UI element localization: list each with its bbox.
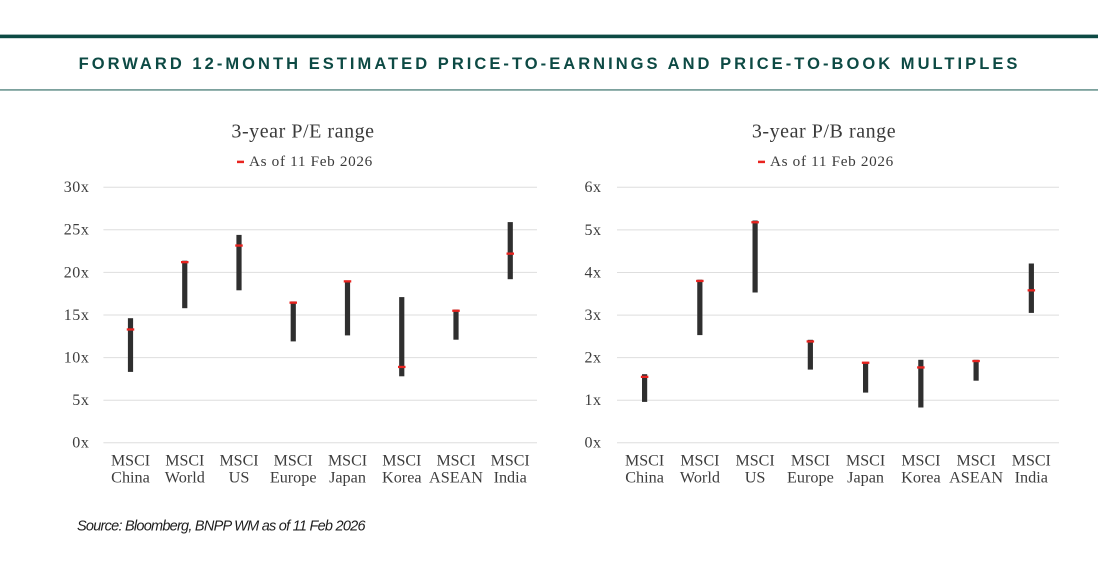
svg-text:Japan: Japan bbox=[847, 468, 884, 486]
svg-text:3-year P/E range: 3-year P/E range bbox=[231, 121, 374, 143]
svg-text:0x: 0x bbox=[72, 435, 89, 452]
svg-text:3-year P/B range: 3-year P/B range bbox=[752, 121, 896, 143]
svg-text:MSCI: MSCI bbox=[846, 452, 885, 469]
svg-text:MSCI: MSCI bbox=[680, 452, 719, 469]
svg-text:MSCI: MSCI bbox=[1012, 452, 1051, 469]
svg-text:Korea: Korea bbox=[901, 468, 941, 486]
svg-text:Source: Bloomberg, BNPP WM as: Source: Bloomberg, BNPP WM as of 11 Feb … bbox=[77, 519, 366, 535]
svg-text:MSCI: MSCI bbox=[382, 452, 421, 469]
svg-text:ASEAN: ASEAN bbox=[949, 468, 1003, 486]
svg-text:China: China bbox=[111, 468, 150, 486]
svg-text:World: World bbox=[680, 468, 720, 486]
svg-text:Europe: Europe bbox=[270, 468, 317, 486]
svg-text:5x: 5x bbox=[72, 392, 89, 409]
svg-text:6x: 6x bbox=[584, 179, 601, 196]
svg-text:Japan: Japan bbox=[329, 468, 366, 486]
svg-text:MSCI: MSCI bbox=[491, 452, 530, 469]
svg-text:25x: 25x bbox=[64, 222, 90, 239]
svg-text:US: US bbox=[229, 468, 250, 486]
svg-text:30x: 30x bbox=[64, 179, 90, 196]
svg-text:1x: 1x bbox=[584, 392, 601, 409]
svg-text:MSCI: MSCI bbox=[901, 452, 940, 469]
svg-text:MSCI: MSCI bbox=[736, 452, 775, 469]
svg-text:As of 11 Feb 2026: As of 11 Feb 2026 bbox=[249, 153, 373, 170]
svg-text:3x: 3x bbox=[584, 307, 601, 324]
svg-text:MSCI: MSCI bbox=[219, 452, 258, 469]
svg-text:India: India bbox=[494, 468, 527, 486]
svg-text:MSCI: MSCI bbox=[957, 452, 996, 469]
svg-text:FORWARD 12-MONTH ESTIMATED PRI: FORWARD 12-MONTH ESTIMATED PRICE-TO-EARN… bbox=[79, 55, 1021, 73]
svg-text:4x: 4x bbox=[584, 264, 601, 281]
svg-text:World: World bbox=[165, 468, 205, 486]
svg-text:10x: 10x bbox=[64, 350, 90, 367]
svg-text:MSCI: MSCI bbox=[274, 452, 313, 469]
svg-text:Europe: Europe bbox=[787, 468, 834, 486]
svg-text:0x: 0x bbox=[584, 435, 601, 452]
svg-text:15x: 15x bbox=[64, 307, 90, 324]
svg-text:MSCI: MSCI bbox=[791, 452, 830, 469]
svg-text:MSCI: MSCI bbox=[111, 452, 150, 469]
svg-text:India: India bbox=[1015, 468, 1048, 486]
svg-text:MSCI: MSCI bbox=[625, 452, 664, 469]
svg-text:China: China bbox=[625, 468, 664, 486]
svg-text:MSCI: MSCI bbox=[436, 452, 475, 469]
svg-text:ASEAN: ASEAN bbox=[429, 468, 483, 486]
svg-text:2x: 2x bbox=[584, 350, 601, 367]
svg-text:US: US bbox=[745, 468, 766, 486]
svg-text:20x: 20x bbox=[64, 264, 90, 281]
svg-text:MSCI: MSCI bbox=[165, 452, 204, 469]
svg-text:MSCI: MSCI bbox=[328, 452, 367, 469]
svg-text:As of 11 Feb 2026: As of 11 Feb 2026 bbox=[770, 153, 894, 170]
svg-text:5x: 5x bbox=[584, 222, 601, 239]
svg-text:Korea: Korea bbox=[382, 468, 422, 486]
